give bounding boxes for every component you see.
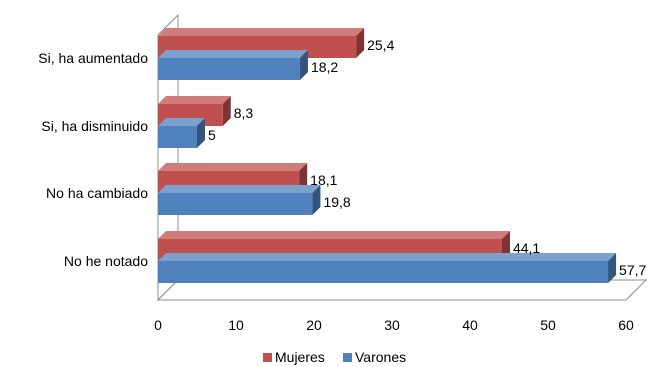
category-label-4: No he notado: [64, 253, 148, 269]
legend-swatch-varones: [343, 353, 352, 362]
value-label-mujeres-4: 44,1: [513, 240, 540, 256]
floor-wall: [156, 279, 648, 301]
bar-varones-2: [158, 118, 205, 148]
value-label-varones-1: 18,2: [311, 59, 338, 75]
x-axis-ticks: 0 10 20 30 40 50 60: [154, 317, 634, 333]
category-label-3: No ha cambiado: [46, 185, 148, 201]
x-tick-label-0: 0: [154, 317, 162, 333]
x-tick-label-60: 60: [618, 317, 634, 333]
legend-label-mujeres: Mujeres: [275, 349, 325, 365]
value-label-varones-4: 57,7: [619, 262, 646, 278]
category-labels: Si, ha aumentado Si, ha disminuido No ha c…: [38, 50, 148, 269]
x-tick-label-20: 20: [306, 317, 322, 333]
value-label-mujeres-3: 18,1: [310, 172, 337, 188]
bar-varones-4: [158, 253, 617, 283]
value-label-varones-2: 5: [208, 127, 216, 143]
category-label-1: Si, ha aumentado: [38, 50, 148, 66]
x-tick-label-50: 50: [540, 317, 556, 333]
value-label-mujeres-1: 25,4: [367, 37, 394, 53]
x-tick-label-10: 10: [228, 317, 244, 333]
chart-bars: [158, 28, 617, 283]
category-label-2: Si, ha disminuido: [41, 118, 148, 134]
bar-varones-1: [158, 50, 308, 80]
legend-swatch-mujeres: [263, 353, 272, 362]
value-labels: 25,4 18,2 8,3 5 18,1 19,8 44,1 57,7: [208, 37, 647, 278]
value-label-varones-3: 19,8: [323, 194, 350, 210]
chart-walls: [156, 13, 648, 302]
legend-label-varones: Varones: [355, 349, 406, 365]
legend: Mujeres Varones: [263, 349, 406, 365]
x-tick-label-40: 40: [462, 317, 478, 333]
bar-varones-3: [158, 185, 321, 215]
value-label-mujeres-2: 8,3: [234, 105, 254, 121]
x-tick-label-30: 30: [384, 317, 400, 333]
